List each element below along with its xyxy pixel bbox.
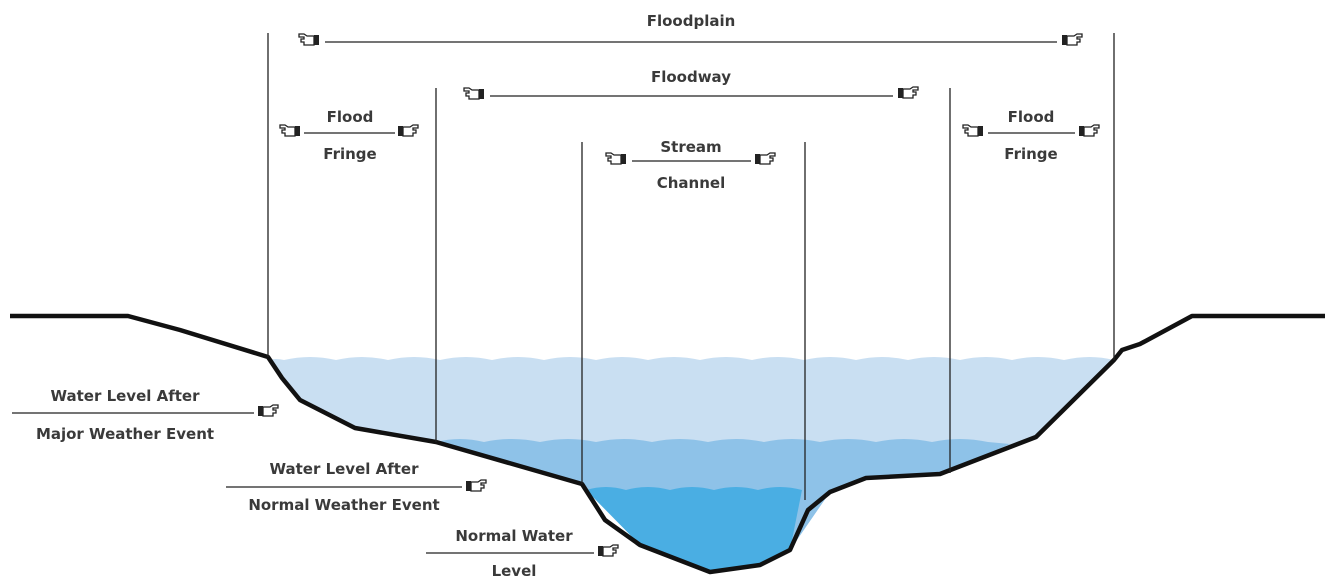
pointing-hand-right-icon <box>897 86 919 99</box>
water-level-normal-line1: Normal Water <box>455 527 573 545</box>
water-level-normal-event-line1: Water Level After <box>269 460 419 478</box>
pointing-hand-right-icon <box>597 544 619 557</box>
stream-channel-label-line2: Channel <box>657 174 725 192</box>
ground-profile <box>10 313 1325 575</box>
pointing-hand-right-icon <box>1078 124 1100 137</box>
pointing-hand-left-icon <box>279 124 301 137</box>
flood-fringe-left-label-line2: Fringe <box>323 145 376 163</box>
pointing-hand-left-icon <box>962 124 984 137</box>
water-level-normal-event-callout: Water Level After Normal Weather Event <box>226 460 487 514</box>
water-level-major-line1: Water Level After <box>50 387 200 405</box>
stream-channel-span: Stream Channel <box>605 138 776 192</box>
water-level-normal-event-line2: Normal Weather Event <box>248 496 439 514</box>
pointing-hand-left-icon <box>605 152 627 165</box>
stream-channel-label-line1: Stream <box>660 138 721 156</box>
floodway-label: Floodway <box>651 68 731 86</box>
floodplain-span: Floodplain <box>298 12 1083 46</box>
pointing-hand-right-icon <box>1061 33 1083 46</box>
pointing-hand-right-icon <box>465 479 487 492</box>
water-level-normal-callout: Normal Water Level <box>426 527 619 579</box>
floodplain-label: Floodplain <box>647 12 736 30</box>
pointing-hand-left-icon <box>298 33 320 46</box>
pointing-hand-right-icon <box>257 404 279 417</box>
water-normal-level <box>586 487 802 572</box>
pointing-hand-right-icon <box>754 152 776 165</box>
flood-fringe-left-span: Flood Fringe <box>279 108 419 163</box>
pointing-hand-left-icon <box>463 87 485 100</box>
flood-fringe-right-label-line1: Flood <box>1008 108 1055 126</box>
flood-fringe-right-label-line2: Fringe <box>1004 145 1057 163</box>
water-level-major-callout: Water Level After Major Weather Event <box>12 387 279 443</box>
floodway-span: Floodway <box>463 68 919 100</box>
flood-fringe-right-span: Flood Fringe <box>962 108 1100 163</box>
water-level-normal-line2: Level <box>492 562 537 579</box>
water-level-major-line2: Major Weather Event <box>36 425 214 443</box>
flood-fringe-left-label-line1: Flood <box>327 108 374 126</box>
pointing-hand-right-icon <box>397 124 419 137</box>
